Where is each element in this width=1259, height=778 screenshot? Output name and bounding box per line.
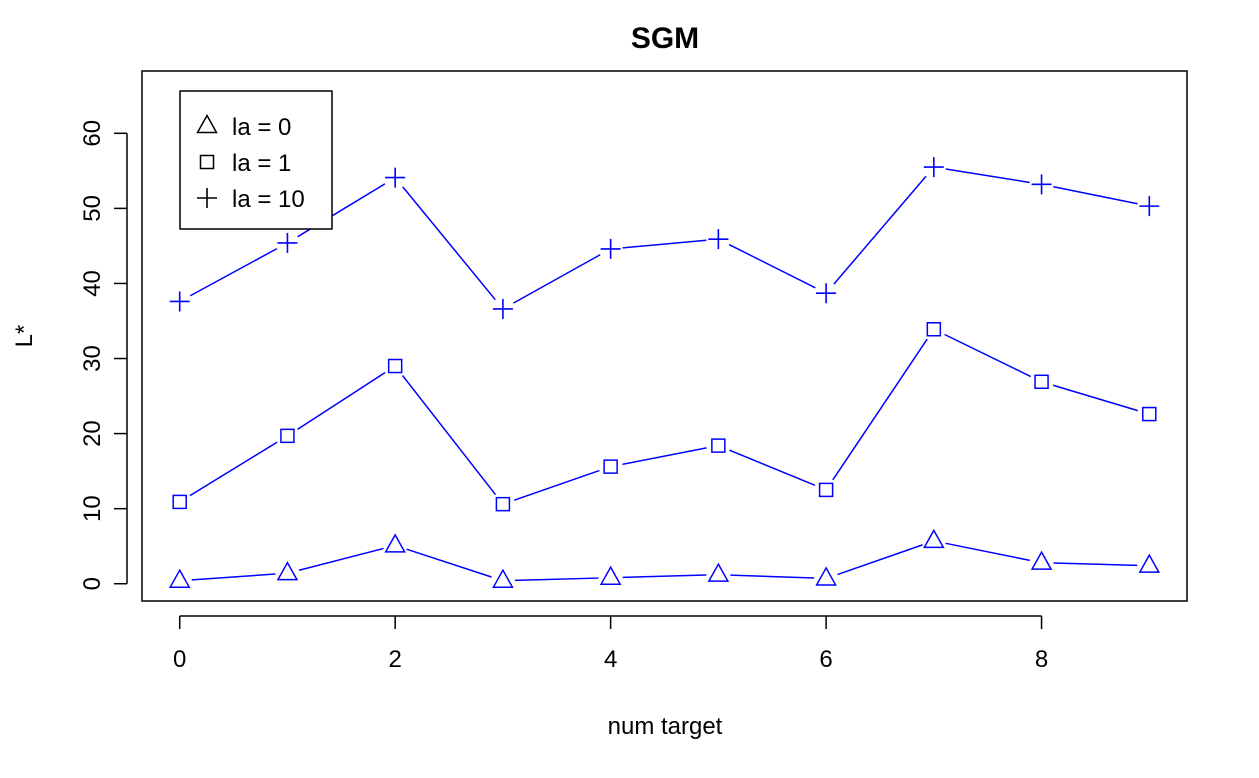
x-tick-label: 4 (604, 646, 617, 673)
series-segment (945, 542, 1030, 562)
series-segment (728, 243, 816, 289)
plus-marker (600, 238, 621, 259)
y-tick-label: 40 (79, 270, 106, 297)
legend-box (179, 90, 333, 230)
series-segment (622, 447, 707, 466)
plus-marker (1031, 174, 1052, 195)
square-marker (603, 459, 618, 474)
series-segment (1053, 562, 1138, 567)
series-square (172, 321, 1157, 512)
series-segment (730, 574, 815, 579)
triangle-marker (168, 568, 191, 588)
y-tick-label: 0 (79, 577, 106, 590)
series-segment (406, 548, 492, 578)
series-segment (401, 375, 497, 496)
series-segment (298, 547, 384, 571)
series-segment (832, 338, 928, 481)
square-marker (199, 154, 215, 170)
series-segment (622, 239, 707, 249)
series-layer (168, 157, 1161, 588)
series-segment (297, 371, 386, 430)
x-tick-label: 2 (388, 646, 401, 673)
series-segment (1053, 185, 1138, 205)
plus-marker (385, 167, 406, 188)
x-tick-label: 0 (173, 646, 186, 673)
square-marker (495, 496, 511, 512)
y-tick-label: 20 (79, 420, 106, 447)
series-triangle (168, 528, 1161, 588)
plus-marker (816, 283, 837, 304)
triangle-marker (276, 561, 299, 581)
y-tick-label: 30 (79, 345, 106, 372)
legend-label: la = 0 (232, 114, 291, 141)
square-marker (926, 321, 942, 337)
legend-label: la = 1 (232, 150, 291, 177)
triangle-marker (384, 533, 406, 553)
series-segment (837, 544, 923, 576)
triangle-marker (1138, 553, 1161, 573)
x-tick-label: 8 (1035, 646, 1048, 673)
triangle-marker (599, 565, 622, 585)
series-segment (945, 168, 1030, 184)
y-tick-label: 60 (79, 120, 106, 147)
series-segment (514, 577, 599, 582)
series-segment (622, 574, 707, 579)
triangle-marker (196, 113, 218, 134)
square-marker (1142, 406, 1157, 422)
y-tick-label: 50 (79, 195, 106, 222)
plus-marker (277, 232, 298, 253)
series-segment (191, 573, 276, 581)
legend-label: la = 10 (232, 186, 305, 213)
y-tick-label: 10 (79, 495, 106, 522)
plus-marker (197, 188, 217, 208)
square-marker (711, 438, 726, 453)
triangle-marker (707, 562, 730, 582)
y-axis: 0 10 20 30 40 50 60 (79, 120, 128, 590)
x-axis: 0 2 4 6 8 (173, 615, 1048, 673)
legend: la = 0 la = 1 la = 10 (179, 90, 333, 230)
series-segment (1052, 384, 1139, 412)
triangle-marker (815, 566, 837, 586)
series-plus (169, 157, 1160, 319)
series-segment (189, 247, 278, 297)
plot-frame (141, 70, 1188, 602)
series-segment (513, 254, 601, 304)
chart-title: SGM (631, 22, 699, 55)
triangle-marker (492, 568, 514, 588)
square-marker (818, 482, 834, 498)
plus-marker (492, 298, 513, 319)
series-segment (402, 186, 496, 301)
square-marker (172, 494, 187, 510)
plus-marker (923, 157, 944, 178)
plus-marker (708, 229, 729, 250)
y-axis-label: L* (11, 325, 38, 348)
series-segment (513, 469, 600, 501)
series-segment (833, 175, 927, 285)
series-segment (944, 333, 1032, 378)
series-segment (729, 449, 816, 487)
triangle-marker (1030, 550, 1053, 570)
square-marker (387, 358, 403, 374)
x-axis-label: num target (608, 713, 723, 740)
square-marker (280, 428, 295, 444)
plus-marker (169, 291, 190, 312)
triangle-marker (923, 528, 945, 549)
x-tick-label: 6 (819, 646, 832, 673)
square-marker (1034, 374, 1049, 390)
series-segment (189, 441, 278, 497)
plus-marker (1139, 196, 1160, 217)
